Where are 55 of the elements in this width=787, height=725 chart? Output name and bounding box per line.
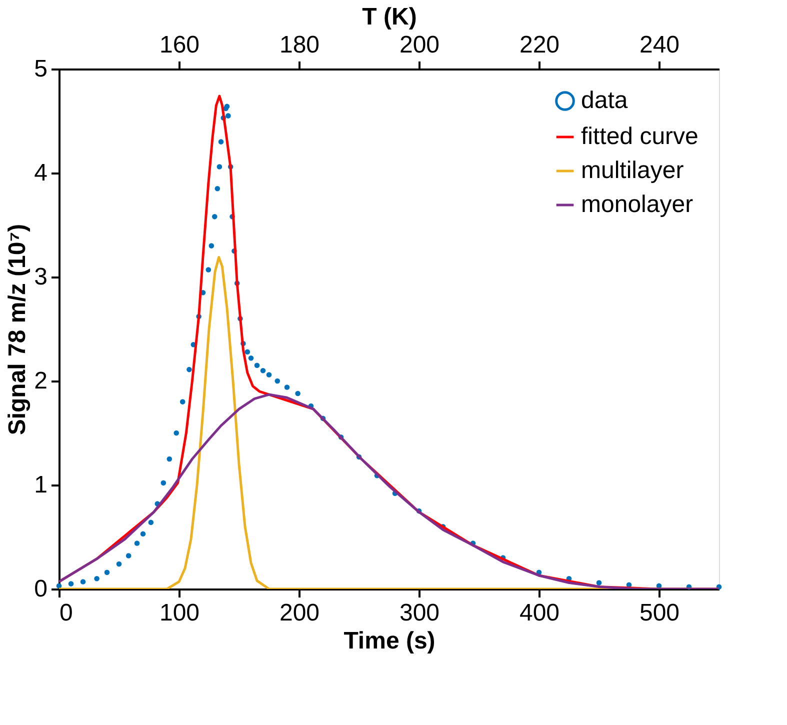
y-tick-label: 5 [34,56,48,82]
point [134,540,140,546]
legend-label: monolayer [581,191,694,218]
legend-label: multilayer [581,157,684,184]
x-tick-label: 200 [279,600,320,626]
x-tick-label: 0 [60,600,73,626]
legend-label: data [581,87,628,114]
x2-tick-label: 200 [399,32,440,58]
point [248,355,254,361]
point [206,267,212,272]
x-tick-label: 300 [399,600,440,626]
point [274,378,280,384]
point [174,430,180,436]
point [140,531,146,537]
x-axis-title: Time (s) [344,628,436,654]
point [126,553,132,558]
x2-tick-label: 240 [639,32,680,58]
point [596,580,602,586]
point [116,561,122,567]
point [260,368,266,374]
point [295,390,300,396]
legend-label: fitted curve [581,123,698,150]
y-tick-label: 4 [34,160,48,186]
point [68,581,74,586]
point [56,583,62,589]
y-tick-label: 1 [34,472,48,498]
point [212,214,218,220]
point [284,384,290,390]
y-axis-title: Signal 78 m/z (10⁷) [4,224,32,436]
x-tick-label: 100 [159,600,200,626]
point [208,243,214,248]
point [180,399,186,404]
point [214,186,220,192]
x2-tick-label: 160 [159,32,200,58]
y-tick-label: 3 [34,264,48,290]
x-tick-label: 500 [639,600,680,626]
point [186,366,192,372]
point [216,164,222,170]
point [104,570,110,575]
point [80,579,86,584]
x2-axis-title: T (K) [362,4,417,30]
point [266,372,272,378]
point [94,576,100,582]
point [148,520,154,526]
point [160,480,166,486]
point [166,456,172,462]
x2-tick-label: 180 [279,32,320,58]
point [254,362,260,368]
point [218,139,224,144]
y-tick-label: 0 [34,576,48,602]
y-tick-label: 2 [34,368,48,394]
point [226,113,231,118]
x-tick-label: 400 [519,600,560,626]
point [244,349,250,355]
x2-tick-label: 220 [519,32,560,58]
